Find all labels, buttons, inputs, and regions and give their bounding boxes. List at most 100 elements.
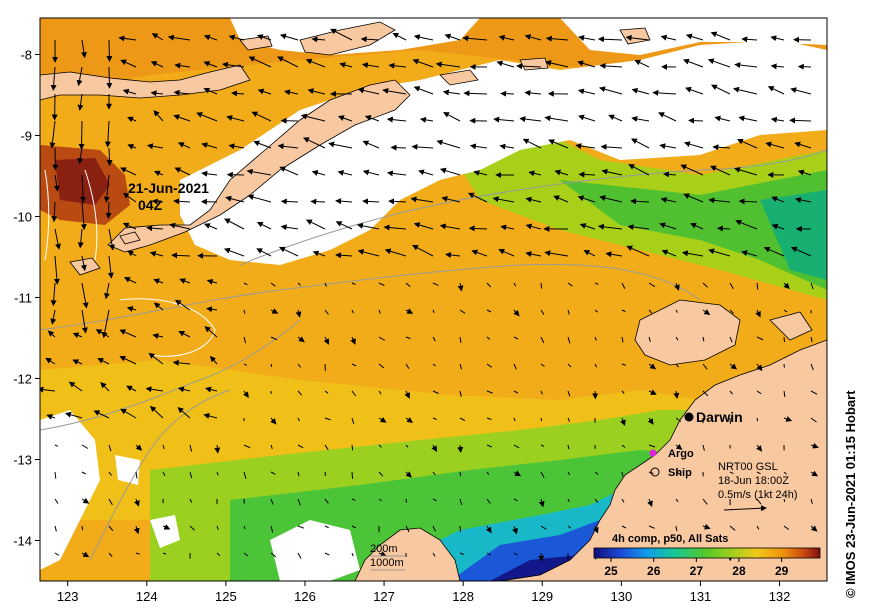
current-vector xyxy=(119,329,137,338)
current-vector xyxy=(708,248,731,257)
current-vector xyxy=(790,87,812,95)
current-vector xyxy=(330,28,353,41)
current-vector xyxy=(243,525,246,530)
current-vector xyxy=(46,414,56,420)
current-vector xyxy=(567,363,572,368)
current-vector xyxy=(335,221,353,230)
current-vector xyxy=(708,197,731,204)
current-vector xyxy=(178,330,191,338)
current-vector xyxy=(243,282,248,286)
current-vector xyxy=(351,471,354,479)
current-vector xyxy=(392,32,407,41)
current-vector xyxy=(201,142,218,149)
current-vector xyxy=(104,120,111,148)
current-vector xyxy=(413,86,434,95)
current-vector xyxy=(783,282,790,290)
current-vector xyxy=(270,444,273,450)
current-vector xyxy=(324,525,329,529)
current-vector xyxy=(53,255,60,285)
current-vector xyxy=(77,228,84,249)
current-vector xyxy=(280,224,299,231)
current-vector xyxy=(279,166,299,176)
current-vector xyxy=(177,407,191,419)
current-vector xyxy=(648,525,655,529)
current-vector xyxy=(203,413,218,419)
current-vector xyxy=(135,471,138,479)
current-vector xyxy=(625,34,650,41)
current-vector xyxy=(594,282,599,285)
current-vector xyxy=(351,282,356,285)
current-vector xyxy=(153,278,164,285)
current-vector xyxy=(432,525,436,532)
current-vector xyxy=(771,223,785,230)
current-vector xyxy=(660,34,677,41)
current-vector xyxy=(500,90,515,97)
current-vector xyxy=(174,62,191,69)
current-vector xyxy=(467,192,488,203)
current-vector xyxy=(270,498,274,505)
current-vector xyxy=(351,309,354,314)
current-vector xyxy=(350,336,356,345)
current-vector xyxy=(335,252,353,259)
image-time-label-line2: 04Z xyxy=(138,197,163,213)
current-vector xyxy=(567,390,571,397)
current-vector xyxy=(513,282,517,287)
current-vector xyxy=(127,116,137,123)
image-time-label-line1: 21-Jun-2021 xyxy=(128,180,209,196)
current-vector xyxy=(405,282,411,288)
current-vector xyxy=(675,363,679,368)
current-vector xyxy=(108,228,115,251)
current-vector xyxy=(621,363,626,366)
current-vector xyxy=(492,196,515,203)
current-vector xyxy=(351,498,356,501)
current-vector xyxy=(351,525,357,529)
current-vector xyxy=(553,195,569,203)
current-vector xyxy=(297,282,301,286)
current-vector xyxy=(404,390,410,399)
current-vector xyxy=(567,282,573,287)
colorbar-tick-label: 25 xyxy=(604,564,618,578)
current-time-label: 18-Jun 18:00Z xyxy=(718,475,789,487)
current-vector xyxy=(741,250,758,257)
current-vector xyxy=(711,84,731,95)
current-vector xyxy=(716,225,731,232)
current-vector xyxy=(767,86,785,95)
current-vector xyxy=(690,222,704,230)
current-vector xyxy=(738,115,758,122)
current-vector xyxy=(146,225,164,232)
current-vector xyxy=(243,444,251,449)
current-vector xyxy=(378,444,382,448)
current-vector xyxy=(80,255,87,272)
current-vector xyxy=(378,282,385,286)
ship-marker xyxy=(650,467,660,477)
current-vector xyxy=(120,59,137,68)
current-vector xyxy=(108,444,112,452)
current-vector xyxy=(631,87,650,95)
current-vector xyxy=(108,498,113,506)
current-vector xyxy=(222,61,245,68)
current-vector xyxy=(578,114,596,122)
current-vector xyxy=(648,336,651,343)
current-vector xyxy=(432,390,439,394)
current-vector xyxy=(702,363,708,370)
current-vector xyxy=(608,114,623,122)
current-vector xyxy=(127,143,137,150)
current-vector xyxy=(498,34,515,41)
current-vector xyxy=(790,246,812,257)
current-vector xyxy=(216,471,219,476)
current-vector xyxy=(567,309,570,315)
current-vector xyxy=(378,498,383,502)
current-vector xyxy=(540,390,543,395)
australia-mainland xyxy=(499,339,827,581)
lat-tick-label: -12 xyxy=(13,371,32,386)
current-vector xyxy=(797,169,812,176)
colorbar-ticks: 25 26 27 28 29 xyxy=(604,558,789,578)
current-vector xyxy=(95,329,110,338)
current-vector xyxy=(486,336,491,340)
current-vector xyxy=(648,389,657,395)
current-vector xyxy=(621,498,625,503)
current-vector xyxy=(364,115,380,122)
current-vector xyxy=(209,355,218,365)
current-vector xyxy=(78,120,85,150)
wetar-island xyxy=(299,21,396,56)
